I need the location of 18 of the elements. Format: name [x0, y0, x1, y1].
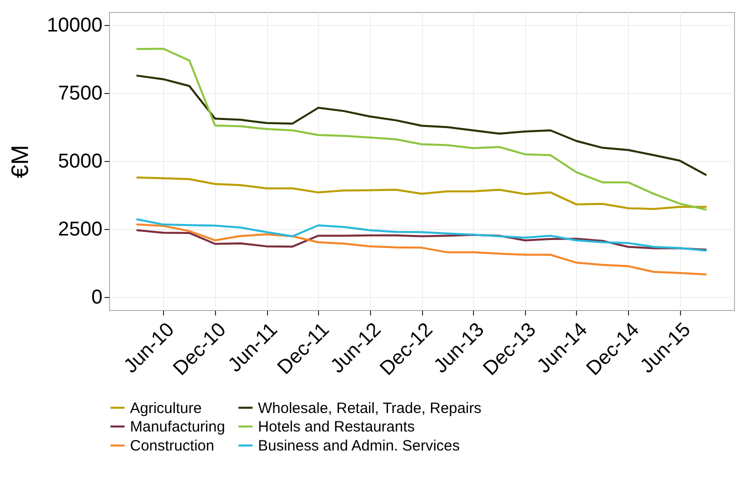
legend-label: Wholesale, Retail, Trade, Repairs [258, 400, 482, 417]
y-tick-label: 2500 [58, 218, 102, 240]
line-series [136, 218, 707, 252]
y-tick-label: 5000 [58, 150, 102, 172]
legend-label: Hotels and Restaurants [258, 418, 415, 436]
y-tick-label: 10000 [46, 14, 102, 36]
legend-label: Business and Admin. Services [258, 438, 460, 454]
line-series [136, 224, 707, 276]
line-series [136, 229, 707, 251]
line-series [136, 74, 707, 176]
legend-label: Agriculture [130, 400, 202, 417]
line-series [136, 176, 707, 210]
y-tick-label: 7500 [58, 82, 102, 104]
legend-label: Construction [130, 438, 214, 454]
y-axis-title: €M [6, 144, 34, 178]
y-tick-label: 0 [91, 286, 102, 308]
legend-label: Manufacturing [130, 418, 226, 436]
line-series [136, 48, 707, 211]
